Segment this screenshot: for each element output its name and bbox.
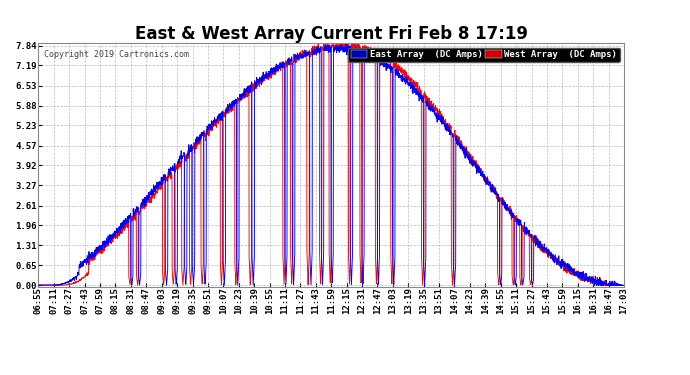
Title: East & West Array Current Fri Feb 8 17:19: East & West Array Current Fri Feb 8 17:1… bbox=[135, 25, 528, 43]
Legend: East Array  (DC Amps), West Array  (DC Amps): East Array (DC Amps), West Array (DC Amp… bbox=[348, 48, 620, 62]
Text: Copyright 2019 Cartronics.com: Copyright 2019 Cartronics.com bbox=[44, 51, 189, 59]
